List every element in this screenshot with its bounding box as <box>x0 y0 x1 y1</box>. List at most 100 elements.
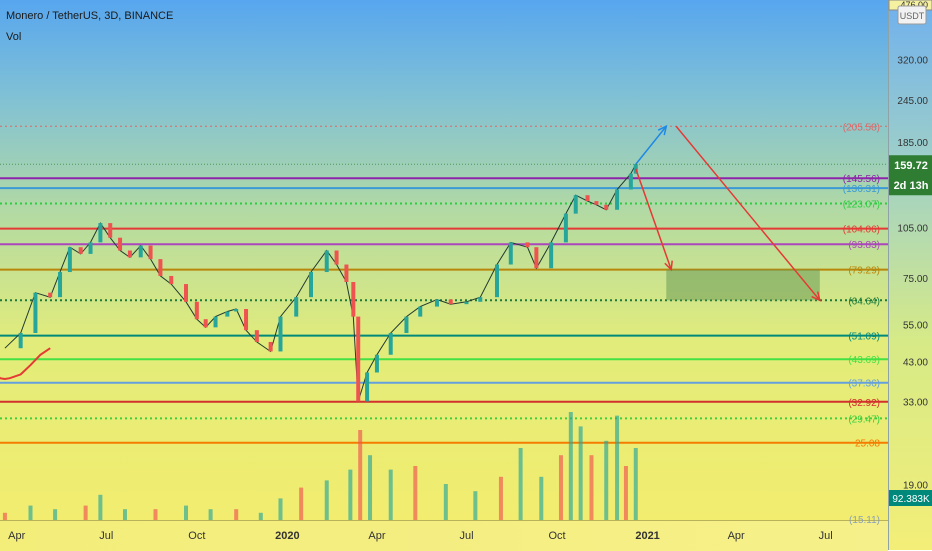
volume-bar <box>299 487 304 520</box>
volume-bar <box>473 491 478 520</box>
volume-bar <box>539 476 544 520</box>
volume-bar <box>258 512 263 520</box>
volume-bar <box>234 509 239 520</box>
candle <box>585 195 590 202</box>
projection-arrowhead-1 <box>664 260 673 272</box>
candle <box>365 372 370 402</box>
candle <box>234 309 239 312</box>
volume-bar <box>604 440 609 520</box>
volume-bar <box>208 509 213 520</box>
time-axis[interactable] <box>0 520 888 551</box>
candle <box>33 292 38 334</box>
time-tick-label: Apr <box>8 530 25 542</box>
candle <box>508 242 513 265</box>
candle <box>127 250 132 258</box>
volume-bar <box>83 505 88 520</box>
level-label-12: (29.47) <box>848 414 880 425</box>
price-series-line <box>4 163 637 402</box>
time-tick-label: 2020 <box>275 530 299 542</box>
candle <box>351 282 356 317</box>
level-label-11: (32.92) <box>848 398 880 409</box>
volume-value: 92.383K <box>892 494 930 505</box>
level-label-4: (104.06) <box>843 225 880 236</box>
symbol-legend[interactable]: Monero / TetherUS, 3D, BINANCE <box>6 10 174 22</box>
time-tick-label: Oct <box>548 530 565 542</box>
projection-arrow-2 <box>675 125 821 301</box>
volume-bar <box>368 455 373 520</box>
candle <box>88 242 93 254</box>
candle <box>58 272 63 298</box>
volume-bar <box>498 476 503 520</box>
price-tick-label: 245.00 <box>897 96 928 107</box>
support-curve <box>0 347 51 381</box>
price-tick-label: 19.00 <box>903 480 928 491</box>
candle <box>404 316 409 334</box>
volume-bar <box>98 494 103 520</box>
volume-badge <box>889 490 932 506</box>
volume-bar <box>2 512 7 520</box>
current-price-badge <box>889 155 932 196</box>
volume-bar <box>633 448 638 520</box>
candle <box>254 330 259 342</box>
candle <box>148 245 153 260</box>
candle <box>108 223 113 238</box>
level-label-3: (123.07) <box>843 199 880 210</box>
level-label-10: (37.36) <box>848 379 880 390</box>
volume-bar <box>388 469 393 520</box>
chart-plot-area[interactable] <box>0 0 888 520</box>
candle <box>374 354 379 373</box>
level-label-8: (51.09) <box>848 332 880 343</box>
candle <box>118 237 123 251</box>
candle <box>334 250 339 265</box>
candle <box>67 247 72 273</box>
candle <box>549 242 554 269</box>
price-axis[interactable] <box>888 0 932 550</box>
projection-arrowhead-0 <box>657 124 668 136</box>
candle <box>628 173 633 190</box>
current-price-value: 159.72 <box>894 160 928 172</box>
candle <box>169 275 174 285</box>
candle <box>388 333 393 355</box>
candle <box>278 316 283 352</box>
volume-bar <box>558 455 563 520</box>
volume-bar <box>413 466 418 520</box>
candle <box>225 311 230 317</box>
volume-bar <box>348 469 353 520</box>
candle <box>213 316 218 328</box>
time-tick-label: Oct <box>188 530 205 542</box>
price-tick-label: 320.00 <box>897 56 928 67</box>
price-tick-label: 43.00 <box>903 358 928 369</box>
candle <box>18 333 23 349</box>
candle <box>203 319 208 328</box>
candle <box>534 247 539 269</box>
price-tick-label: 55.00 <box>903 321 928 332</box>
volume-legend[interactable]: Vol <box>6 31 22 43</box>
candle <box>448 299 453 305</box>
projection-arrow-0 <box>635 125 667 165</box>
volume-bar <box>184 505 189 520</box>
volume-bar <box>122 509 127 520</box>
candle <box>78 247 83 254</box>
candle <box>98 223 103 243</box>
candle <box>138 245 143 258</box>
candle <box>308 272 313 298</box>
price-tick-label: 185.00 <box>897 138 928 149</box>
currency-badge <box>897 5 927 25</box>
volume-bar <box>615 415 620 520</box>
level-label-6: (79.29) <box>848 266 880 277</box>
candle <box>594 201 599 205</box>
level-label-5: (93.83) <box>848 240 880 251</box>
candle <box>194 301 199 320</box>
volume-bar <box>578 426 583 520</box>
top-value-label: 476.00 <box>900 0 928 10</box>
level-label-2: (136.31) <box>843 184 880 195</box>
time-tick-label: Jul <box>459 530 473 542</box>
volume-bar <box>518 448 523 520</box>
volume-bar <box>28 505 33 520</box>
candle <box>573 195 578 214</box>
candle <box>495 264 500 298</box>
level-label-1: (145.56) <box>843 174 880 185</box>
projection-arrow-1 <box>635 168 672 270</box>
level-label-7: (64.64) <box>848 296 880 307</box>
